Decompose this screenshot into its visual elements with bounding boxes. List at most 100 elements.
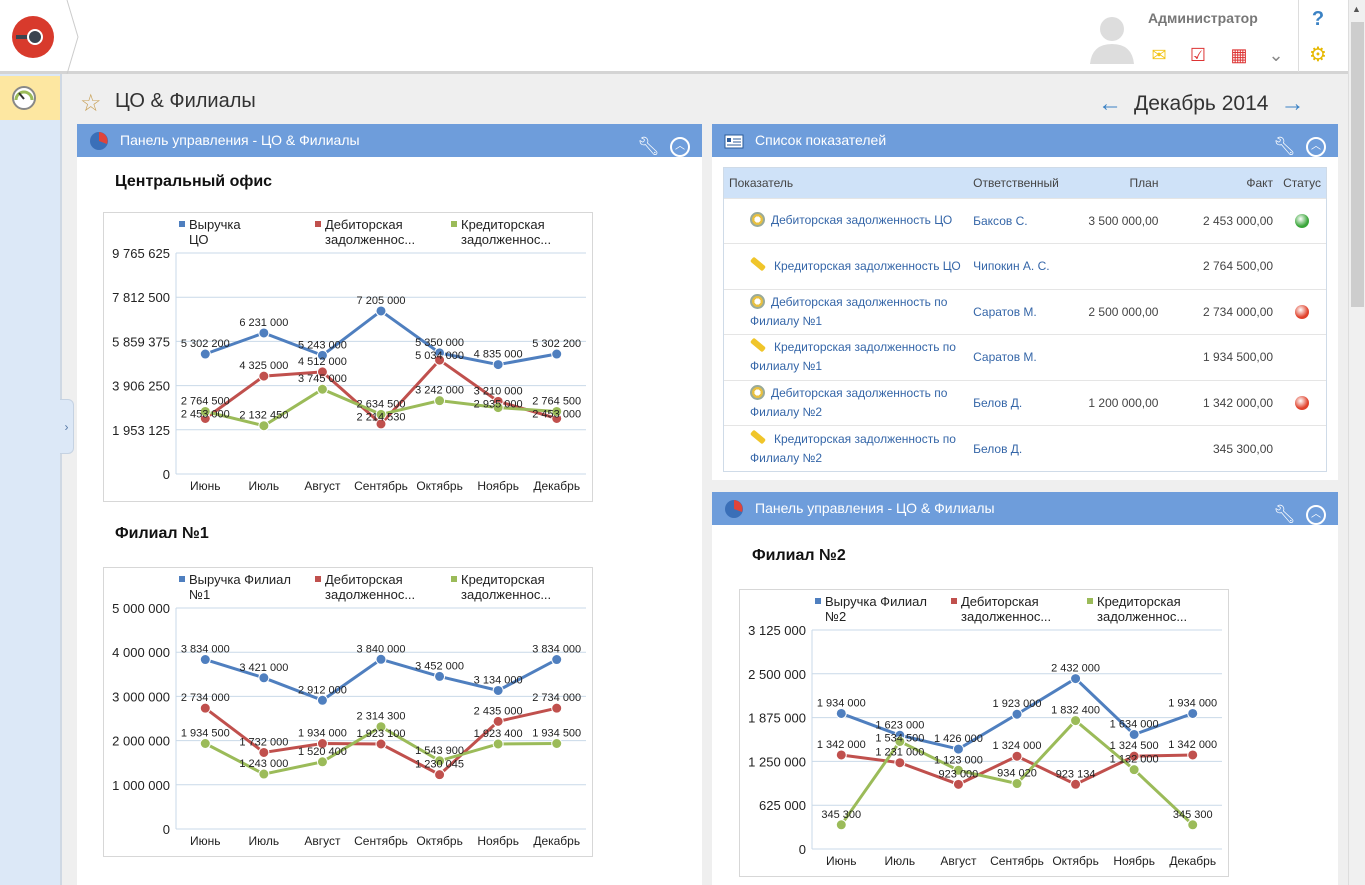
table-row[interactable]: Дебиторская задолженность по Филиалу №1 … bbox=[724, 288, 1326, 335]
next-period-button[interactable]: → bbox=[1280, 90, 1305, 117]
data-point[interactable] bbox=[258, 746, 270, 758]
collapse-button[interactable]: ︿ bbox=[1306, 504, 1326, 525]
data-point[interactable] bbox=[551, 737, 563, 749]
prev-period-button[interactable]: ← bbox=[1098, 90, 1122, 117]
data-point[interactable] bbox=[316, 756, 328, 768]
owner-link[interactable]: Баксов С. bbox=[968, 197, 1064, 244]
help-icon[interactable]: ? bbox=[1311, 8, 1325, 30]
data-point[interactable] bbox=[258, 420, 270, 432]
indicator-link[interactable]: Дебиторская задолженность по Филиалу №1 bbox=[724, 288, 969, 335]
data-point[interactable] bbox=[492, 402, 504, 414]
data-point[interactable] bbox=[316, 366, 328, 378]
data-point[interactable] bbox=[1011, 778, 1023, 790]
wrench-icon[interactable]: 🔧︎ bbox=[637, 136, 660, 156]
data-point[interactable] bbox=[375, 653, 387, 665]
data-point[interactable] bbox=[316, 349, 328, 361]
col-status[interactable]: Статус bbox=[1278, 168, 1326, 198]
data-point[interactable] bbox=[835, 749, 847, 761]
data-point[interactable] bbox=[835, 707, 847, 719]
avatar[interactable] bbox=[1088, 12, 1136, 64]
data-point[interactable] bbox=[1070, 778, 1082, 790]
data-point[interactable] bbox=[492, 738, 504, 750]
mail-icon[interactable]: ✉ bbox=[1151, 45, 1167, 65]
legend-entry[interactable]: Кредиторская задолженнос... bbox=[461, 572, 551, 602]
calendar-icon[interactable]: ▦ bbox=[1230, 45, 1248, 65]
indicator-link[interactable]: Дебиторская задолженность ЦО bbox=[724, 197, 969, 244]
data-point[interactable] bbox=[492, 359, 504, 371]
owner-link[interactable]: Белов Д. bbox=[968, 379, 1064, 426]
data-point[interactable] bbox=[258, 768, 270, 780]
data-point[interactable] bbox=[952, 743, 964, 755]
table-row[interactable]: Кредиторская задолженность ЦО Чипокин А.… bbox=[724, 243, 1326, 289]
data-point[interactable] bbox=[1187, 819, 1199, 831]
data-point[interactable] bbox=[199, 405, 211, 417]
legend-entry[interactable]: Дебиторская задолженнос... bbox=[325, 572, 415, 602]
data-point[interactable] bbox=[434, 755, 446, 767]
legend-entry[interactable]: Кредиторская задолженнос... bbox=[461, 217, 551, 247]
data-point[interactable] bbox=[1128, 750, 1140, 762]
col-owner[interactable]: Ответственный bbox=[968, 168, 1064, 198]
table-row[interactable]: Дебиторская задолженность ЦО Баксов С. 3… bbox=[724, 197, 1326, 244]
data-point[interactable] bbox=[551, 654, 563, 666]
gear-icon[interactable]: ⚙ bbox=[1309, 44, 1327, 66]
col-fact[interactable]: Факт bbox=[1168, 168, 1279, 198]
legend-entry[interactable]: Выручка Филиал №2 bbox=[825, 594, 927, 624]
legend-entry[interactable]: Кредиторская задолженнос... bbox=[1097, 594, 1187, 624]
data-point[interactable] bbox=[199, 654, 211, 666]
scrollbar[interactable]: ▲ bbox=[1348, 0, 1365, 885]
data-point[interactable] bbox=[199, 737, 211, 749]
data-point[interactable] bbox=[258, 370, 270, 382]
data-point[interactable] bbox=[434, 395, 446, 407]
indicator-link[interactable]: Кредиторская задолженность по Филиалу №1 bbox=[724, 334, 969, 380]
user-name[interactable]: Администратор bbox=[1148, 10, 1258, 26]
indicator-link[interactable]: Кредиторская задолженность по Филиалу №2 bbox=[724, 425, 969, 471]
data-point[interactable] bbox=[316, 383, 328, 395]
data-point[interactable] bbox=[199, 702, 211, 714]
legend-entry[interactable]: Выручка ЦО bbox=[189, 217, 241, 247]
owner-link[interactable]: Чипокин А. С. bbox=[968, 243, 1064, 289]
data-point[interactable] bbox=[375, 305, 387, 317]
data-point[interactable] bbox=[952, 778, 964, 790]
tasks-icon[interactable]: ☑ bbox=[1189, 45, 1207, 65]
col-plan[interactable]: План bbox=[1063, 168, 1169, 198]
data-point[interactable] bbox=[894, 757, 906, 769]
data-point[interactable] bbox=[316, 694, 328, 706]
data-point[interactable] bbox=[894, 735, 906, 747]
table-row[interactable]: Кредиторская задолженность по Филиалу №1… bbox=[724, 334, 1326, 380]
wrench-icon[interactable]: 🔧︎ bbox=[1273, 136, 1296, 156]
favorite-star-icon[interactable]: ☆ bbox=[80, 90, 102, 117]
table-row[interactable]: Кредиторская задолженность по Филиалу №2… bbox=[724, 425, 1326, 471]
data-point[interactable] bbox=[258, 327, 270, 339]
data-point[interactable] bbox=[492, 684, 504, 696]
legend-entry[interactable]: Дебиторская задолженнос... bbox=[325, 217, 415, 247]
data-point[interactable] bbox=[1070, 673, 1082, 685]
data-point[interactable] bbox=[551, 405, 563, 417]
owner-link[interactable]: Саратов М. bbox=[968, 334, 1064, 380]
data-point[interactable] bbox=[835, 819, 847, 831]
data-point[interactable] bbox=[1011, 750, 1023, 762]
data-point[interactable] bbox=[1128, 764, 1140, 776]
data-point[interactable] bbox=[258, 672, 270, 684]
sidebar-item-dashboard[interactable] bbox=[0, 76, 60, 120]
owner-link[interactable]: Саратов М. bbox=[968, 288, 1064, 335]
indicator-link[interactable]: Дебиторская задолженность по Филиалу №2 bbox=[724, 379, 969, 426]
indicator-link[interactable]: Кредиторская задолженность ЦО bbox=[724, 243, 969, 289]
data-point[interactable] bbox=[1187, 707, 1199, 719]
data-point[interactable] bbox=[1011, 708, 1023, 720]
data-point[interactable] bbox=[434, 769, 446, 781]
data-point[interactable] bbox=[952, 764, 964, 776]
data-point[interactable] bbox=[434, 354, 446, 366]
sidebar-expand-button[interactable]: › bbox=[60, 399, 74, 454]
chevron-down-icon[interactable]: ⌄ bbox=[1268, 45, 1284, 65]
data-point[interactable] bbox=[1187, 749, 1199, 761]
data-point[interactable] bbox=[492, 715, 504, 727]
data-point[interactable] bbox=[375, 408, 387, 420]
data-point[interactable] bbox=[1070, 715, 1082, 727]
data-point[interactable] bbox=[375, 738, 387, 750]
legend-entry[interactable]: Выручка Филиал №1 bbox=[189, 572, 291, 602]
col-indicator[interactable]: Показатель bbox=[724, 168, 969, 198]
data-point[interactable] bbox=[551, 348, 563, 360]
legend-entry[interactable]: Дебиторская задолженнос... bbox=[961, 594, 1051, 624]
app-logo[interactable] bbox=[12, 16, 54, 58]
data-point[interactable] bbox=[375, 721, 387, 733]
